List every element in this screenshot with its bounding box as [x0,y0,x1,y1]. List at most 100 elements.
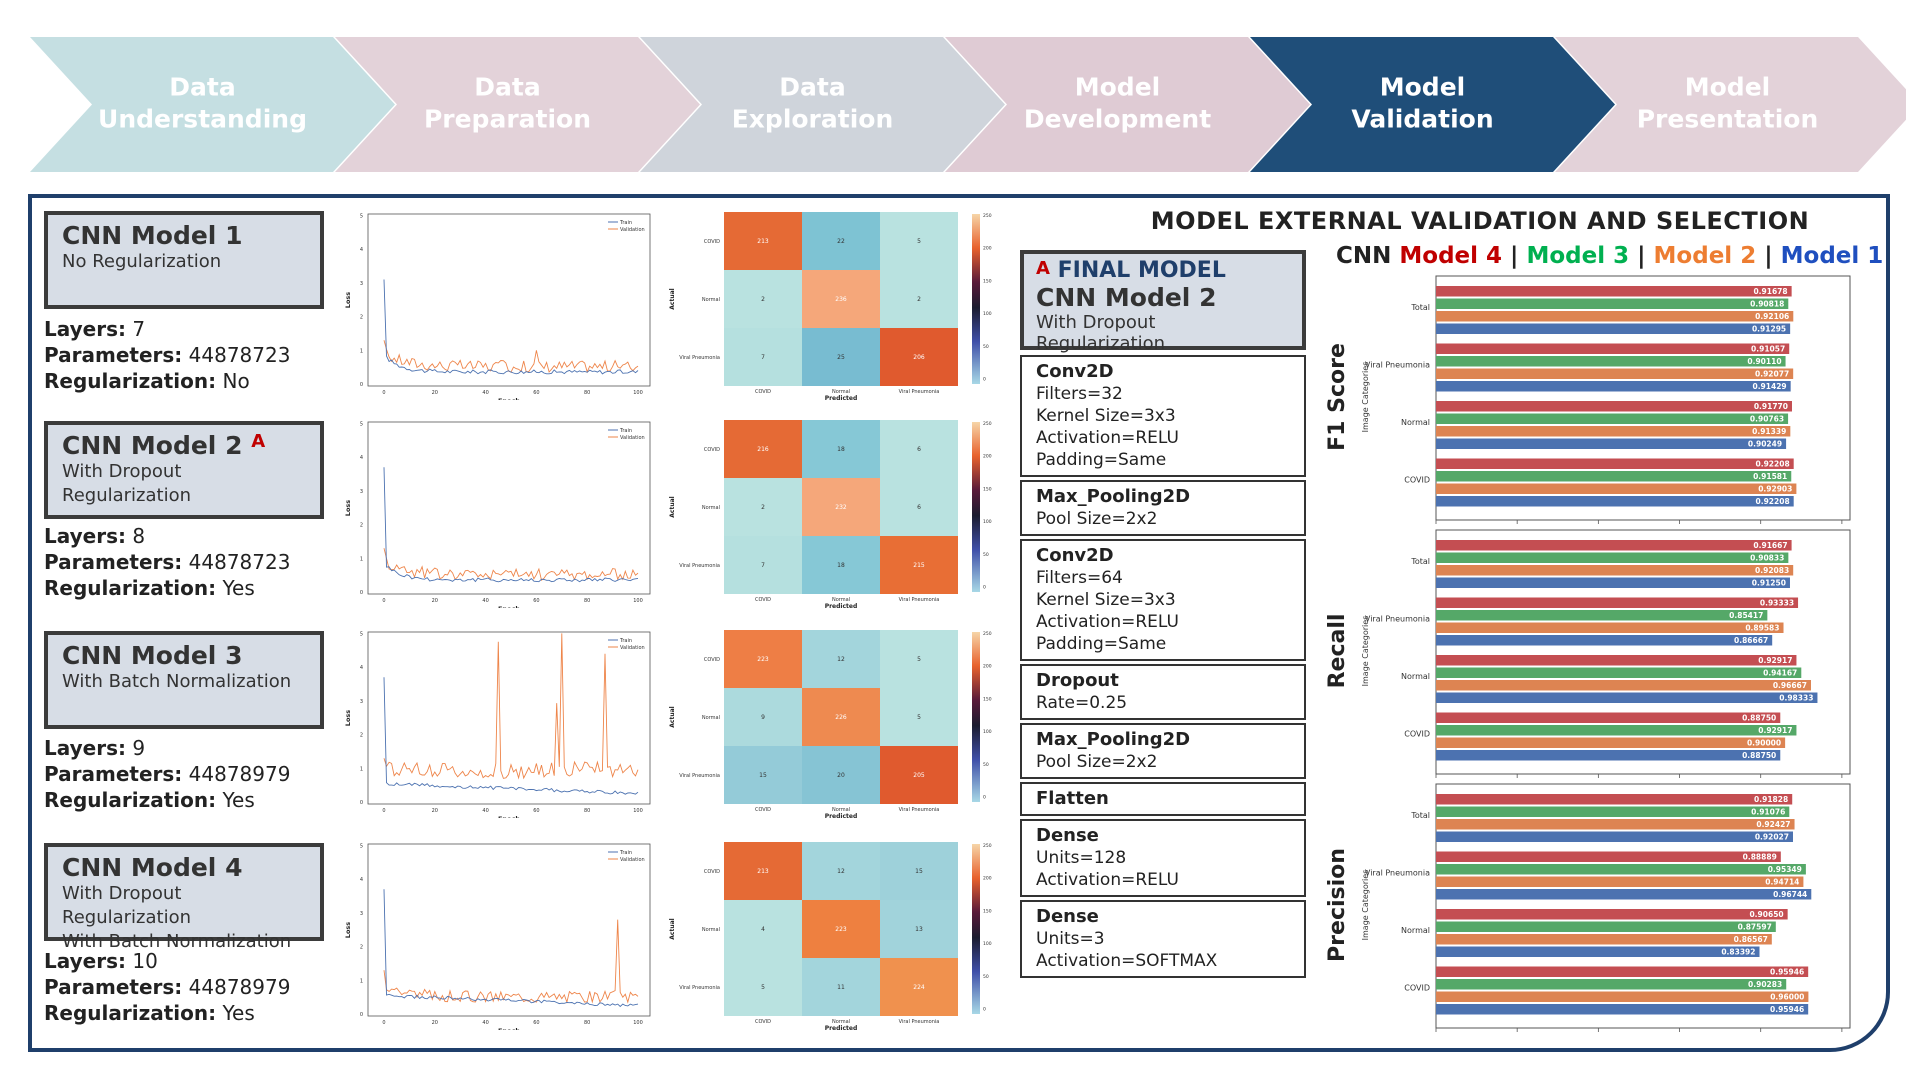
legend-entry: Model 2 [1653,243,1757,269]
bar-value-label: 0.92208 [1756,460,1790,469]
layer-name: Flatten [1036,788,1109,809]
metric-label: Recall [1325,614,1350,689]
metric-bar [1436,540,1792,551]
cm-cell [880,212,958,270]
bar-value-label: 0.91828 [1754,795,1788,804]
colorbar-tick: 200 [983,246,992,252]
cm-cell-value: 12 [837,656,845,663]
bar-value-label: 0.91057 [1751,345,1785,354]
layer-2: Max_Pooling2D Pool Size=2x2 [1020,480,1306,536]
metric-bar [1436,876,1804,887]
cm-cell-value: 5 [917,238,921,245]
bar-value-label: 0.86567 [1734,935,1768,944]
cm-cell-value: 5 [761,984,765,991]
colorbar-tick: 0 [983,376,986,382]
category-label: Viral Pneumonia [1365,615,1430,624]
cm-cell-value: 5 [917,714,921,721]
bar-value-label: 0.92427 [1756,820,1790,829]
metric-bar [1436,692,1818,703]
bar-value-label: 0.85417 [1729,611,1763,620]
bar-value-label: 0.98333 [1779,694,1813,703]
bar-value-label: 0.96744 [1773,890,1807,899]
layers-value: 9 [132,736,146,760]
x-tick-label: 80 [584,1020,590,1026]
train-loss-line [383,889,639,1008]
layer-param: Pool Size=2x2 [1036,509,1158,529]
validation-loss-line [383,548,639,581]
bar-value-label: 0.95349 [1768,865,1802,874]
chevron-shape [1555,37,1906,172]
y-tick-label: 3 [360,911,363,917]
metrics-title: MODEL EXTERNAL VALIDATION AND SELECTION [1150,207,1810,235]
cm-col-label: Normal [832,1019,850,1025]
x-tick-label: 0 [382,390,385,396]
model-subtitle: With Dropout Regularization [62,883,191,928]
layers-label: Layers: [44,524,126,548]
cm-cell-value: 7 [761,562,765,569]
bar-value-label: 0.91339 [1752,427,1786,436]
cm-row-label: COVID [704,239,720,245]
cm-cell [724,328,802,386]
bar-value-label: 0.90110 [1747,357,1781,366]
bar-value-label: 0.90283 [1748,980,1782,989]
category-label: Normal [1401,418,1430,427]
bar-value-label: 0.88750 [1742,714,1776,723]
layer-name: Max_Pooling2D [1036,729,1191,750]
step-label-line1: Model [1380,73,1465,102]
x-tick-label: 20 [432,808,438,814]
loss-plot-4: 0 1 2 3 4 5 0 20 40 60 80 100 Epoch Loss TrainValidati… [344,843,651,1030]
cm-cell-value: 6 [917,504,921,511]
cm-cell [880,688,958,746]
cm-cell-value: 4 [761,926,765,933]
bar-value-label: 0.92903 [1758,485,1792,494]
params-value: 44878979 [188,975,291,999]
layer-param: Activation=RELU [1036,870,1179,890]
x-tick-label: 60 [533,390,539,396]
cm-col-label: Viral Pneumonia [899,389,940,395]
final-model-card: A FINAL MODEL CNN Model 2 With Dropout R… [1020,250,1306,354]
cm-row-label: Normal [702,297,720,303]
metric-bar [1436,909,1788,920]
cm-cell [724,746,802,804]
layer-6: Flatten [1020,782,1306,816]
cm-cell-value: 9 [761,714,765,721]
legend-validation: Validation [620,227,645,233]
cm-cell-value: 5 [917,656,921,663]
colorbar-tick: 100 [983,729,992,735]
x-tick-label: 20 [432,598,438,604]
colorbar-tick: 50 [983,344,989,350]
y-tick-label: 4 [360,665,363,671]
params-value: 44878723 [188,343,291,367]
chevron-shape [30,37,395,172]
step-label-line2: Exploration [732,105,894,134]
cm-row-label: COVID [704,657,720,663]
cm-cell [802,746,880,804]
metric-bar [1436,851,1781,862]
layer-param: Filters=32 [1036,384,1123,404]
cm-cell-value: 20 [837,772,845,779]
legend-separator: | [1502,243,1527,269]
bar-value-label: 0.92208 [1756,497,1790,506]
legend-prefix: CNN [1336,243,1400,269]
category-label: Total [1410,303,1430,312]
reg-label: Regularization: [44,576,217,600]
colorbar-tick: 0 [983,1006,986,1012]
metric-bar [1436,483,1797,494]
x-tick-label: 60 [533,598,539,604]
y-tick-label: 0 [360,800,363,806]
cm-cell-value: 224 [913,984,925,991]
x-tick-label: 80 [584,598,590,604]
layer-3: Conv2D Filters=64 Kernel Size=3x3 Activatio… [1020,539,1306,661]
metric-bar [1436,298,1789,309]
cm-cell-value: 223 [835,926,847,933]
cm-cell-value: 12 [837,868,845,875]
bar-value-label: 0.89583 [1745,624,1779,633]
colorbar-tick: 100 [983,519,992,525]
model-stats-3: Layers: 9 Parameters: 44878979 Regulariz… [44,735,290,813]
bar-value-label: 0.92917 [1758,656,1792,665]
metric-bar [1436,737,1786,748]
cm-cell-value: 25 [837,354,845,361]
metric-bar [1436,806,1790,817]
params-value: 44878979 [188,762,291,786]
colorbar-tick: 250 [983,631,992,637]
